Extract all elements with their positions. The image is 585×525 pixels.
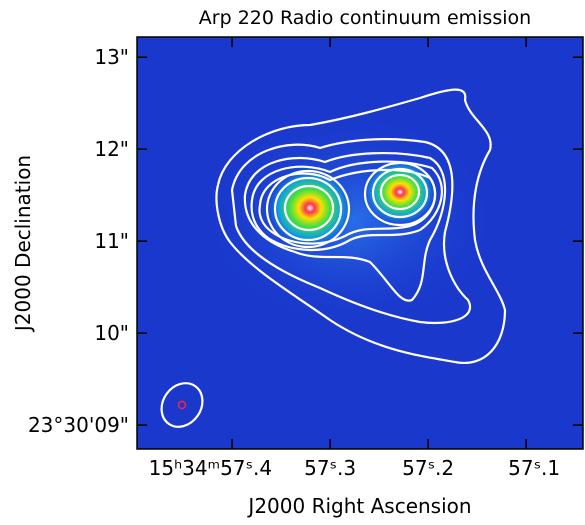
- x-tick-label: 57ˢ.3: [304, 456, 356, 480]
- radio-image: [137, 37, 583, 449]
- plot-frame: [136, 36, 584, 450]
- x-axis-label: J2000 Right Ascension: [246, 494, 471, 518]
- x-tick-label: 15ʰ34ᵐ57ˢ.4: [149, 456, 272, 480]
- y-axis-label: J2000 Declination: [11, 155, 35, 333]
- y-tick-label: 12": [94, 137, 129, 161]
- y-tick-label: 10": [94, 321, 129, 345]
- y-tick-label: 23°30'09": [28, 413, 129, 437]
- chart-title: Arp 220 Radio continuum emission: [199, 7, 531, 29]
- x-tick-label: 57ˢ.2: [402, 456, 454, 480]
- y-tick-label: 11": [94, 229, 129, 253]
- x-tick-label: 57ˢ.1: [508, 456, 560, 480]
- y-tick-label: 13": [94, 45, 129, 69]
